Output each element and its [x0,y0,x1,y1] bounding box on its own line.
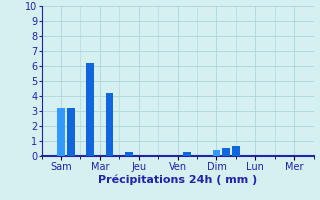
Bar [106,93,114,156]
Bar [125,152,133,156]
Bar [57,108,65,156]
X-axis label: Précipitations 24h ( mm ): Précipitations 24h ( mm ) [98,174,257,185]
Bar [183,152,191,156]
Bar [86,63,94,156]
Bar [212,150,220,156]
Bar [232,146,240,156]
Bar [222,148,230,156]
Bar [67,108,75,156]
